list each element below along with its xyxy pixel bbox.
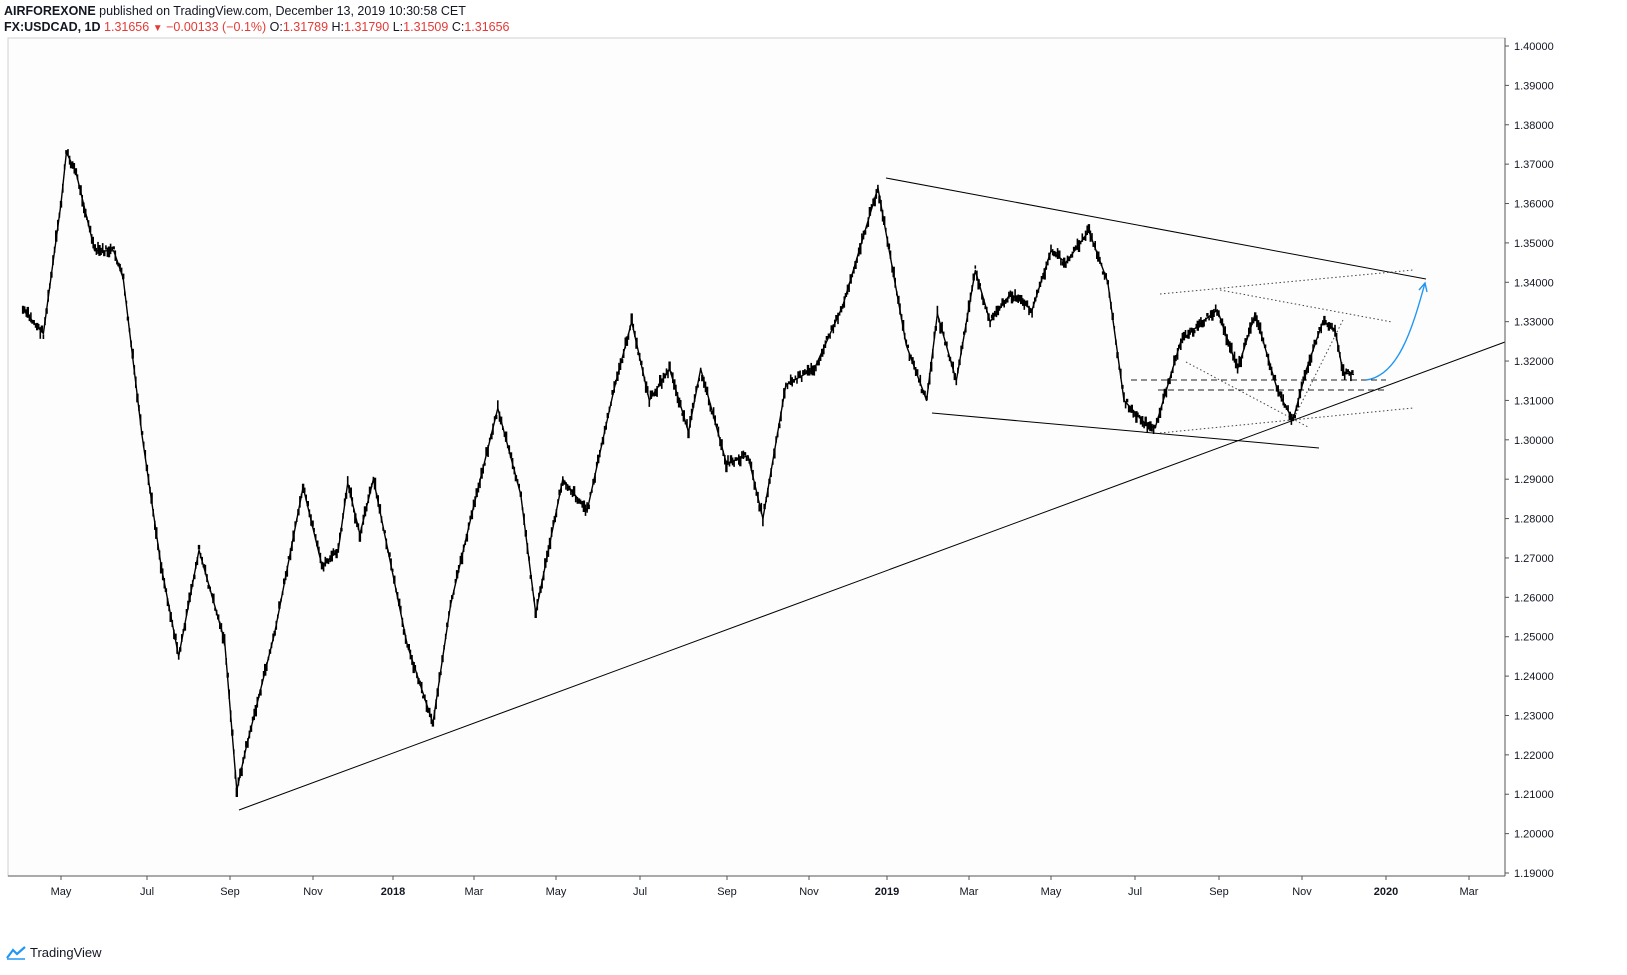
y-tick-label: 1.35000 [1514, 238, 1554, 250]
x-tick-label: Nov [799, 886, 819, 898]
x-tick-label: Nov [1292, 886, 1312, 898]
x-tick-label: Jul [633, 886, 647, 898]
y-tick-label: 1.39000 [1514, 80, 1554, 92]
x-tick-label: 2020 [1374, 886, 1398, 898]
y-tick-label: 1.23000 [1514, 710, 1554, 722]
low-label: L: [392, 20, 404, 34]
y-tick-label: 1.21000 [1514, 789, 1554, 801]
y-tick-label: 1.25000 [1514, 632, 1554, 644]
x-tick-label: Sep [220, 886, 240, 898]
down-arrow-icon: ▼ [152, 23, 163, 34]
high-label: H: [331, 20, 345, 34]
close-value: 1.31656 [464, 20, 510, 34]
y-tick-label: 1.26000 [1514, 592, 1554, 604]
projection-arrow [1365, 282, 1426, 381]
y-tick-label: 1.22000 [1514, 750, 1554, 762]
y-tick-label: 1.34000 [1514, 277, 1554, 289]
x-tick-label: May [51, 886, 72, 898]
x-tick-label: 2019 [875, 886, 899, 898]
falling-resistance-trendline [885, 177, 1427, 280]
plot-area[interactable] [7, 37, 1506, 877]
low-value: 1.31509 [403, 20, 449, 34]
price-change: −0.00133 (−0.1%) [166, 20, 267, 34]
symbol-interval[interactable]: FX:USDCAD, 1D [4, 20, 101, 34]
footer-brand[interactable]: TradingView [30, 945, 102, 960]
x-tick-label: Sep [717, 886, 737, 898]
price-axis[interactable]: 1.40000 1.39000 1.38000 1.37000 1.36000 1.350… [1505, 41, 1554, 880]
ohlc-line: FX:USDCAD, 1D 1.31656 ▼ −0.00133 (−0.1%)… [4, 19, 510, 37]
y-tick-label: 1.27000 [1514, 553, 1554, 565]
wedge-dotted-line [1185, 361, 1309, 428]
y-tick-label: 1.19000 [1514, 868, 1554, 880]
high-value: 1.31790 [344, 20, 390, 34]
publish-line: AIRFOREXONE published on TradingView.com… [4, 3, 510, 19]
y-tick-label: 1.31000 [1514, 395, 1554, 407]
y-tick-label: 1.37000 [1514, 159, 1554, 171]
y-tick-label: 1.38000 [1514, 120, 1554, 132]
x-tick-label: Mar [1460, 886, 1479, 898]
price-line [22, 151, 1355, 791]
open-label: O: [269, 20, 283, 34]
y-tick-label: 1.29000 [1514, 474, 1554, 486]
y-tick-label: 1.33000 [1514, 317, 1554, 329]
x-tick-label: Sep [1209, 886, 1229, 898]
y-tick-label: 1.28000 [1514, 514, 1554, 526]
x-tick-label: 2018 [381, 886, 405, 898]
chart-header: AIRFOREXONE published on TradingView.com… [4, 3, 510, 37]
y-tick-label: 1.24000 [1514, 671, 1554, 683]
x-tick-label: Mar [465, 886, 484, 898]
price-series [21, 149, 1355, 797]
x-tick-label: May [546, 886, 567, 898]
close-label: C: [451, 20, 465, 34]
x-tick-label: Jul [140, 886, 154, 898]
y-tick-label: 1.36000 [1514, 199, 1554, 211]
descending-dotted-line [1219, 289, 1393, 323]
last-price: 1.31656 [104, 20, 150, 34]
publish-info: published on TradingView.com, December 1… [99, 4, 466, 18]
x-tick-label: Mar [960, 886, 979, 898]
tradingview-logo-icon [6, 945, 26, 960]
open-value: 1.31789 [282, 20, 329, 34]
y-tick-label: 1.32000 [1514, 356, 1554, 368]
x-tick-label: May [1041, 886, 1062, 898]
footer: TradingView [6, 945, 102, 960]
x-tick-label: Nov [303, 886, 323, 898]
author-name[interactable]: AIRFOREXONE [4, 4, 96, 18]
projection-arrowhead-icon [1418, 281, 1428, 293]
y-tick-label: 1.40000 [1514, 41, 1554, 53]
y-tick-label: 1.20000 [1514, 829, 1554, 841]
lower-channel-line [931, 412, 1320, 449]
x-tick-label: Jul [1128, 886, 1142, 898]
y-tick-label: 1.30000 [1514, 435, 1554, 447]
time-axis[interactable]: May Jul Sep Nov 2018 Mar May Jul Sep Nov 2019 Mar Ma… [51, 876, 1479, 898]
rising-support-trendline [238, 341, 1506, 811]
